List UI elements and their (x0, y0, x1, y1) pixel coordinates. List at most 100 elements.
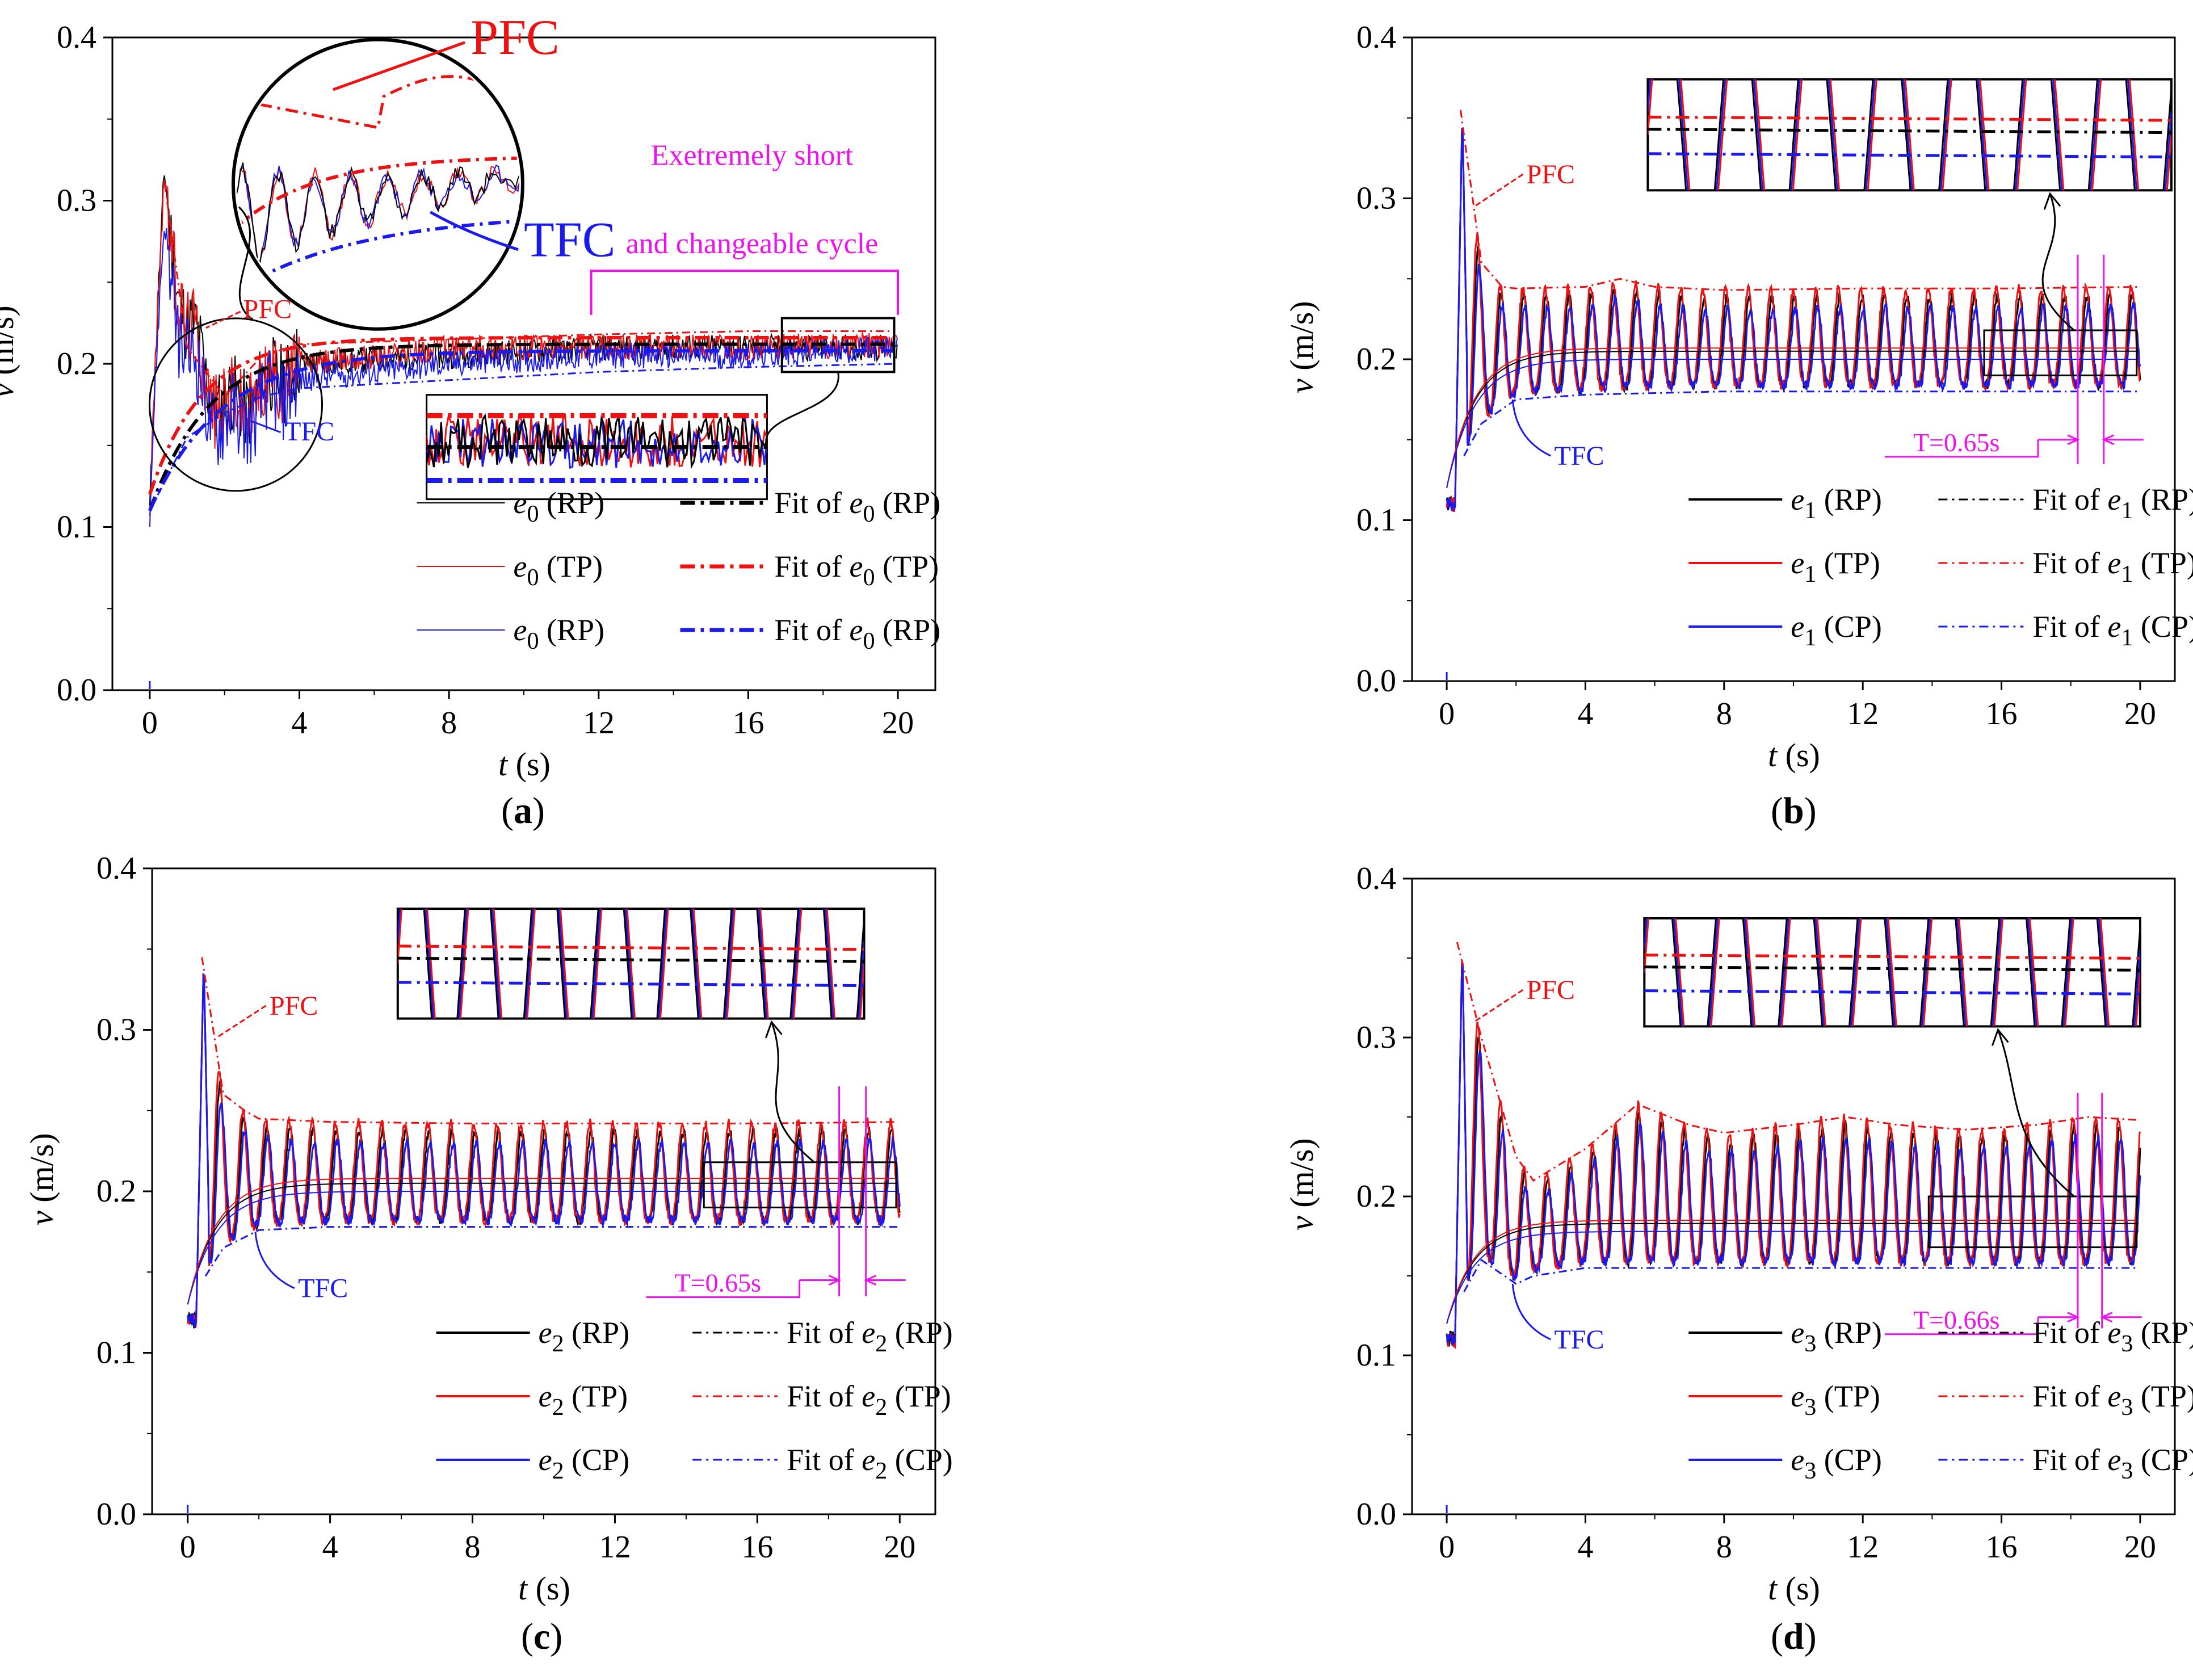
zoom-source-box (703, 1161, 897, 1208)
tfc-arrow (250, 420, 282, 434)
x-tick-label: 16 (1986, 696, 2018, 732)
tfc-label: TFC (298, 1274, 348, 1304)
legend-fit-label-part-1: e (2107, 546, 2121, 580)
y-axis-label: v (m/s) (23, 1133, 60, 1225)
zoom-fit-blue (236, 219, 519, 294)
y-tick-label: 0.2 (1356, 1179, 1396, 1214)
panel-label-part-0: ( (501, 790, 514, 831)
x-tick-label: 20 (2124, 1530, 2156, 1565)
panel-label-part-0: ( (1771, 790, 1783, 831)
legend-fit-label-part-3: (TP) (887, 1379, 951, 1413)
legend-label-part-0: e (539, 1443, 552, 1477)
tfc-envelope (149, 363, 894, 511)
y-axis-label-part-1: (m/s) (1283, 301, 1320, 379)
legend-fit-label-part-3: (RP) (875, 613, 941, 647)
legend-label-part-2: (RP) (539, 486, 605, 520)
inset-fit-black (397, 956, 864, 963)
zoom-tfc-label: TFC (524, 212, 615, 267)
chart-panel-c: 0 4 8 12 16 20 0.0 0.1 0.2 0.3 0.4 t (s) v (m/s) (c) P… (23, 851, 953, 1657)
x-tick-label: 4 (322, 1530, 338, 1565)
legend-label: e1 (CP) (1791, 610, 1882, 651)
legend-fit-label-part-1: e (2107, 482, 2121, 516)
legend-fit-label: Fit of e3 (TP) (2032, 1379, 2193, 1421)
note-line-1: Exetremely short (651, 139, 854, 171)
x-axis-label: t (s) (1768, 1570, 1820, 1607)
legend-fit-label-part-1: e (862, 1443, 875, 1477)
plot-area (1446, 942, 2141, 1349)
plot-area (187, 957, 901, 1329)
x-tick-label: 8 (1716, 696, 1732, 732)
x-axis-label-part-1: (s) (507, 746, 551, 783)
panel-label: (c) (521, 1616, 562, 1657)
legend-label-part-1: 0 (527, 564, 539, 591)
inset-connector-arrowhead (1992, 1028, 2009, 1046)
legend-label-part-0: e (1791, 1443, 1804, 1477)
legend-label-part-1: 0 (527, 628, 539, 654)
period-leader (1884, 1317, 2039, 1335)
fit-curve-red (1446, 347, 2139, 488)
x-axis-label-part-0: t (1768, 1570, 1778, 1607)
legend-label: e1 (TP) (1791, 546, 1880, 587)
legend-fit-label-part-3: (CP) (887, 1443, 953, 1477)
legend-label-part-0: e (514, 549, 527, 583)
pfc-label: PFC (270, 991, 318, 1021)
fit-curve-blue (1446, 359, 2139, 489)
legend-fit-label-part-3: (RP) (2133, 1316, 2193, 1350)
legend-fit-label-part-1: e (850, 549, 863, 583)
legend-label: e3 (TP) (1791, 1379, 1880, 1421)
legend-fit-label: Fit of e2 (RP) (787, 1316, 953, 1357)
x-axis-label-part-1: (s) (1777, 737, 1820, 774)
chart-panel-d: 0 4 8 12 16 20 0.0 0.1 0.2 0.3 0.4 t (s) v (m/s) (d) P… (1283, 861, 2193, 1657)
legend-fit-label-part-3: (TP) (875, 549, 939, 583)
y-tick-label: 0.1 (1356, 1338, 1396, 1373)
period-arrowhead-left (829, 1275, 842, 1286)
y-tick-label: 0.1 (1356, 503, 1396, 538)
x-axis-label-part-0: t (1768, 737, 1778, 774)
y-tick-label: 0.4 (1356, 861, 1396, 896)
inset-series-black (426, 413, 767, 469)
y-axis-label-part-0: v (0, 383, 20, 398)
legend-label: e3 (CP) (1791, 1443, 1882, 1484)
legend-label-part-2: (TP) (1816, 546, 1880, 580)
zoom-pfc-label: PFC (470, 10, 560, 65)
zoom-circle (231, 37, 524, 331)
x-tick-label: 20 (884, 1530, 915, 1565)
legend-label-part-2: (RP) (539, 613, 605, 647)
x-tick-label: 16 (732, 705, 764, 741)
fit-curve-red (187, 1178, 898, 1305)
y-tick-label: 0.2 (96, 1174, 136, 1209)
chart-panel-a: 0 4 8 12 16 20 0.0 0.1 0.2 0.3 0.4 t (s) v (m/s) (a) P… (0, 10, 940, 831)
inset-content (1644, 918, 2140, 1027)
legend-fit-label-part-1: e (2107, 1379, 2121, 1413)
x-tick-label: 4 (292, 705, 308, 741)
x-tick-label: 0 (1439, 1530, 1455, 1565)
legend-label-part-1: 1 (1804, 497, 1816, 524)
x-tick-label: 16 (741, 1530, 773, 1565)
legend-fit-label-part-1: e (862, 1379, 875, 1413)
legend-fit-label-part-2: 2 (875, 1458, 887, 1484)
y-axis-label-part-1: (m/s) (1283, 1138, 1320, 1216)
pfc-label: PFC (243, 295, 292, 325)
zoom-source-box (1927, 1195, 2138, 1249)
period-arrowhead-right (2100, 1312, 2113, 1323)
legend-fit-label: Fit of e2 (TP) (787, 1379, 951, 1421)
inset-connector (771, 1022, 815, 1163)
x-tick-label: 8 (465, 1530, 481, 1565)
fit-curve-black (187, 1182, 898, 1305)
highlight-circle (149, 317, 323, 492)
y-tick-label: 0.0 (1356, 1497, 1396, 1532)
legend-fit-label-part-1: e (862, 1316, 875, 1350)
inset-series-black (1644, 918, 2140, 1027)
legend-fit-label-part-0: Fit of (775, 486, 850, 520)
legend-label-part-1: 2 (552, 1458, 564, 1484)
x-tick-label: 0 (1439, 696, 1455, 732)
fit-curve-blue (1446, 1230, 2139, 1324)
tfc-envelope (204, 1226, 898, 1277)
y-tick-label: 0.0 (1356, 663, 1396, 699)
plot-area (148, 175, 898, 527)
legend-fit-label-part-3: (CP) (2133, 610, 2193, 644)
x-tick-label: 12 (599, 1530, 631, 1565)
legend-fit-label-part-3: (RP) (875, 486, 941, 520)
legend-label-part-2: (TP) (539, 549, 603, 583)
inset-connector (1997, 1029, 2075, 1198)
